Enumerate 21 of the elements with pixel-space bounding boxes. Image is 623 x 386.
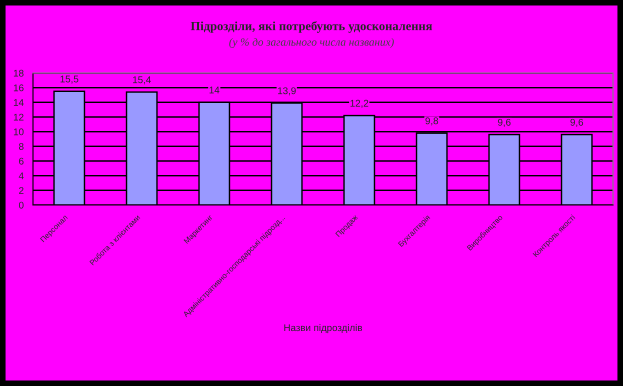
data-label: 15,4 — [133, 76, 151, 84]
y-tick-label: 0 — [18, 202, 24, 209]
data-label: 9,6 — [498, 118, 511, 127]
y-tick-label: 6 — [19, 158, 24, 165]
y-tick-label: 8 — [18, 143, 24, 150]
data-label: 13,9 — [278, 87, 296, 96]
chart-title: Підрозділи, які потребують удосконалення — [190, 21, 432, 33]
data-label: 9,8 — [425, 117, 438, 126]
y-tick-label: 4 — [18, 172, 24, 180]
y-tick-label: 2 — [19, 187, 24, 194]
data-label: 15,5 — [60, 76, 78, 84]
y-tick-label: 18 — [14, 70, 24, 77]
data-label: 9,6 — [570, 118, 584, 127]
y-tick-label: 10 — [14, 128, 24, 136]
x-axis-title: Назви підрозділів — [284, 324, 362, 334]
data-label: 12,2 — [350, 100, 368, 108]
y-tick-label: 14 — [14, 99, 24, 106]
y-tick-label: 16 — [14, 84, 24, 92]
data-label: 14 — [210, 86, 220, 94]
chart-subtitle: (у % до загального числа названих) — [229, 38, 394, 48]
y-tick-label: 12 — [14, 114, 24, 121]
